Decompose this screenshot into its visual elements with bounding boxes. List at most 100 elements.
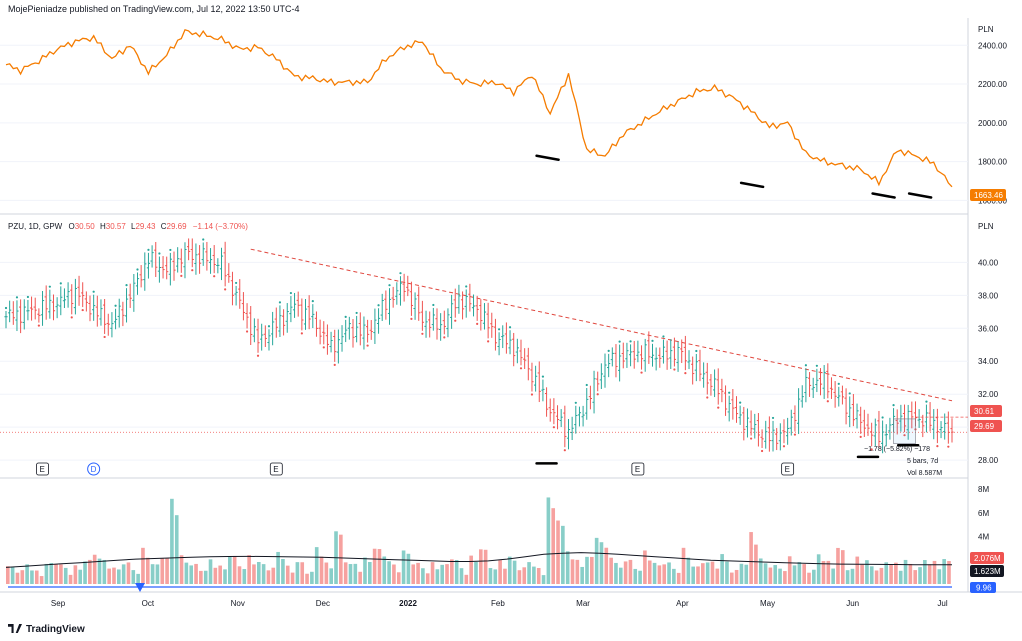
volume-bar[interactable] bbox=[339, 534, 343, 584]
volume-bar[interactable] bbox=[498, 560, 502, 584]
earnings-badge[interactable] bbox=[781, 462, 795, 476]
volume-bar[interactable] bbox=[203, 570, 208, 584]
volume-bar[interactable] bbox=[715, 568, 720, 584]
volume-bar[interactable] bbox=[218, 565, 222, 584]
volume-bar[interactable] bbox=[768, 567, 773, 584]
volume-bar[interactable] bbox=[797, 562, 802, 584]
volume-bar[interactable] bbox=[937, 569, 942, 584]
volume-bar[interactable] bbox=[802, 564, 806, 584]
volume-bar[interactable] bbox=[676, 572, 681, 584]
volume-bar[interactable] bbox=[372, 548, 377, 584]
volume-bar[interactable] bbox=[305, 573, 309, 584]
volume-bar[interactable] bbox=[503, 568, 507, 584]
tradingview-logo[interactable]: TradingView bbox=[8, 624, 85, 635]
volume-bar[interactable] bbox=[633, 568, 638, 584]
volume-bar[interactable] bbox=[652, 562, 657, 584]
volume-bar[interactable] bbox=[807, 572, 811, 584]
volume-bar[interactable] bbox=[39, 576, 44, 584]
volume-bar[interactable] bbox=[440, 564, 445, 584]
volume-bar[interactable] bbox=[821, 561, 826, 584]
volume-bar[interactable] bbox=[10, 566, 15, 584]
volume-bar[interactable] bbox=[536, 568, 541, 584]
volume-bar[interactable] bbox=[734, 569, 739, 584]
volume-bar[interactable] bbox=[479, 549, 483, 584]
volume-bar[interactable] bbox=[464, 574, 469, 584]
volume-bar[interactable] bbox=[382, 556, 387, 584]
volume-bar[interactable] bbox=[25, 564, 29, 584]
volume-bar[interactable] bbox=[121, 564, 126, 584]
volume-bar[interactable] bbox=[647, 560, 652, 584]
volume-bar[interactable] bbox=[894, 562, 898, 584]
volume-bar[interactable] bbox=[609, 557, 613, 584]
volume-bar[interactable] bbox=[435, 569, 440, 584]
volume-bar[interactable] bbox=[430, 562, 435, 584]
volume-bar[interactable] bbox=[261, 564, 266, 584]
volume-bar[interactable] bbox=[459, 568, 464, 584]
volume-bar[interactable] bbox=[590, 556, 594, 584]
volume-bar[interactable] bbox=[850, 568, 855, 584]
volume-bar[interactable] bbox=[749, 532, 753, 584]
volume-bar[interactable] bbox=[179, 555, 184, 584]
volume-bar[interactable] bbox=[792, 565, 797, 584]
volume-bar[interactable] bbox=[551, 508, 556, 584]
volume-bar[interactable] bbox=[623, 561, 628, 584]
volume-bar[interactable] bbox=[908, 563, 913, 584]
volume-bar[interactable] bbox=[367, 561, 372, 584]
volume-bar[interactable] bbox=[561, 525, 565, 584]
volume-bar[interactable] bbox=[662, 564, 667, 584]
volume-bar[interactable] bbox=[947, 561, 951, 584]
volume-bar[interactable] bbox=[672, 568, 676, 584]
volume-bar[interactable] bbox=[758, 558, 763, 584]
volume-bar[interactable] bbox=[78, 569, 83, 584]
volume-bar[interactable] bbox=[49, 563, 54, 584]
volume-bar[interactable] bbox=[141, 547, 145, 584]
price-legend[interactable]: PZU, 1D, GPW O30.50 H30.57 L29.43 C29.69… bbox=[8, 222, 248, 231]
volume-bar[interactable] bbox=[546, 497, 551, 584]
volume-bar[interactable] bbox=[618, 567, 623, 584]
volume-bar[interactable] bbox=[932, 560, 937, 584]
dividend-badge[interactable] bbox=[87, 462, 101, 476]
volume-bar[interactable] bbox=[416, 562, 420, 584]
volume-bar[interactable] bbox=[387, 561, 391, 584]
volume-bar[interactable] bbox=[290, 572, 295, 584]
volume-bar[interactable] bbox=[469, 555, 473, 584]
volume-bar[interactable] bbox=[155, 564, 160, 584]
volume-bar[interactable] bbox=[107, 568, 111, 584]
volume-bar[interactable] bbox=[343, 562, 348, 584]
volume-bar[interactable] bbox=[942, 559, 946, 584]
earnings-badge[interactable] bbox=[36, 462, 49, 476]
volume-bar[interactable] bbox=[160, 558, 165, 584]
volume-bar[interactable] bbox=[454, 560, 459, 584]
volume-bar[interactable] bbox=[570, 559, 575, 584]
volume-bar[interactable] bbox=[329, 568, 333, 584]
volume-bar[interactable] bbox=[92, 554, 97, 584]
volume-bar[interactable] bbox=[855, 556, 860, 584]
volume-bar[interactable] bbox=[483, 549, 488, 584]
comparison-marker[interactable] bbox=[739, 181, 765, 189]
volume-bar[interactable] bbox=[556, 520, 560, 584]
volume-bar[interactable] bbox=[705, 562, 710, 584]
volume-bar[interactable] bbox=[913, 570, 918, 584]
volume-bar[interactable] bbox=[507, 556, 512, 584]
volume-bar[interactable] bbox=[783, 571, 787, 584]
volume-bar[interactable] bbox=[281, 559, 285, 584]
volume-bar[interactable] bbox=[826, 560, 831, 584]
volume-bar[interactable] bbox=[488, 568, 493, 584]
volume-bar[interactable] bbox=[20, 570, 25, 584]
volume-bar[interactable] bbox=[131, 570, 136, 584]
volume-bar[interactable] bbox=[527, 562, 531, 584]
volume-bar[interactable] bbox=[744, 564, 749, 584]
volume-bar[interactable] bbox=[585, 556, 589, 584]
volume-bar[interactable] bbox=[377, 549, 382, 584]
volume-bar[interactable] bbox=[165, 558, 169, 584]
volume-bar[interactable] bbox=[126, 562, 131, 584]
volume-bar[interactable] bbox=[701, 563, 705, 584]
volume-bar[interactable] bbox=[667, 562, 671, 584]
volume-bar[interactable] bbox=[425, 573, 430, 584]
volume-bar[interactable] bbox=[710, 561, 715, 584]
volume-bar[interactable] bbox=[657, 565, 662, 584]
comparison-panel[interactable] bbox=[5, 29, 953, 199]
volume-bar[interactable] bbox=[150, 564, 155, 584]
